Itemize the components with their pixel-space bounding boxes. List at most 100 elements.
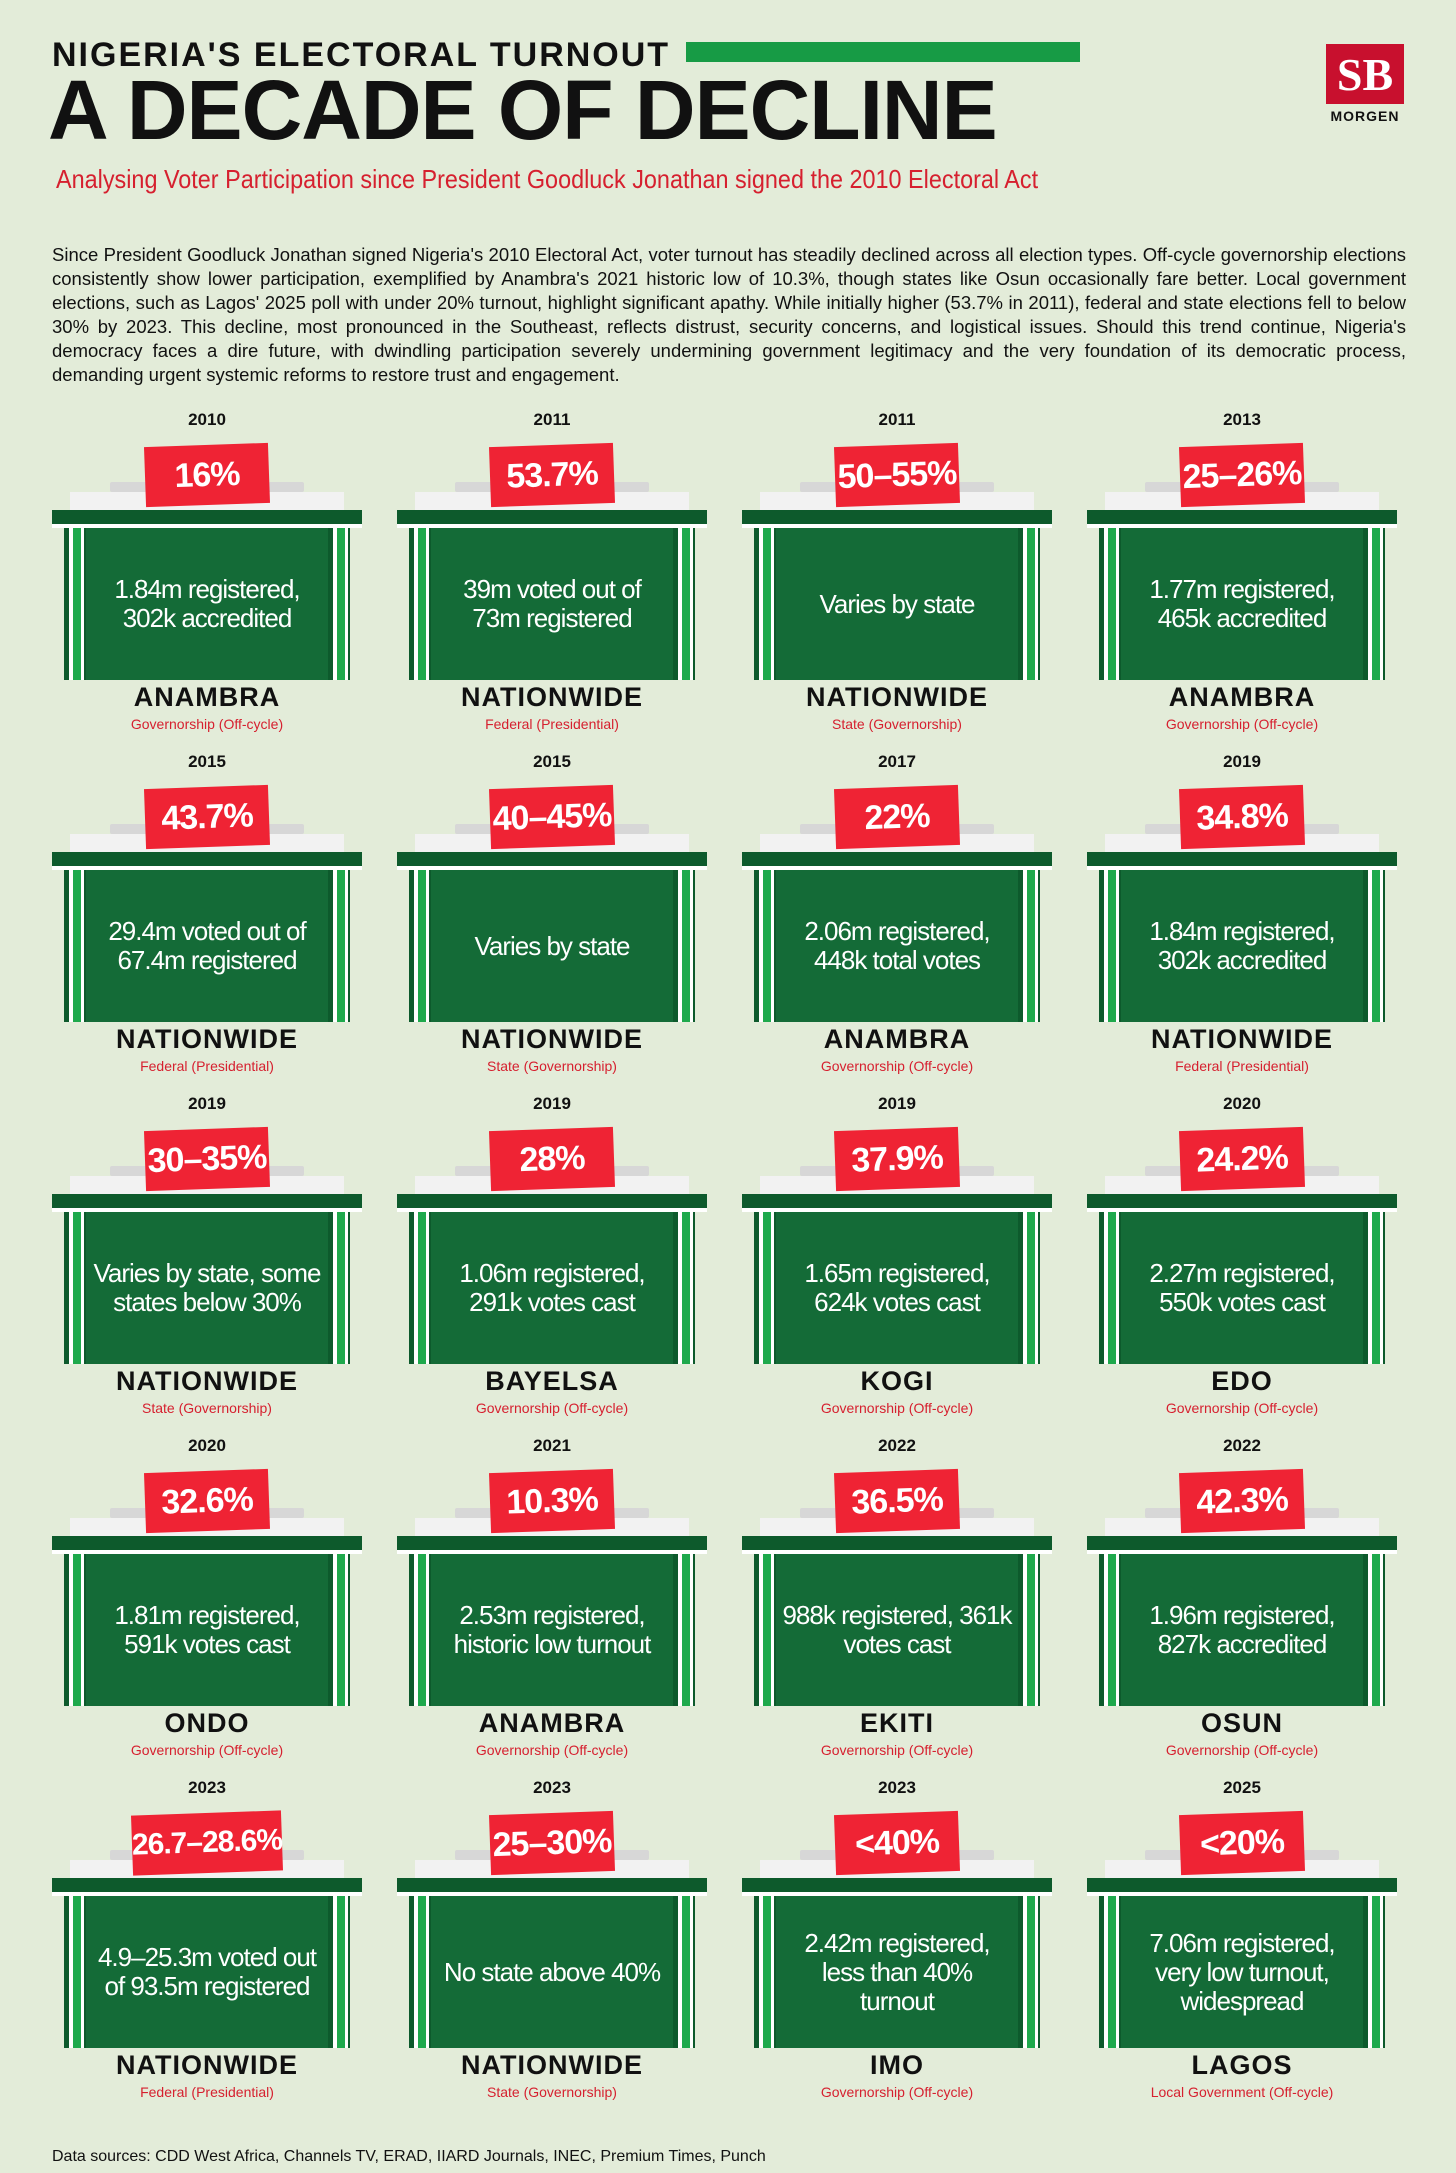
election-year: 2011 (878, 410, 916, 429)
election-type: Governorship (Off-cycle) (130, 716, 284, 732)
ballot-box-card: 2020 24.2% 2.27m registered, 550k votes … (1087, 1094, 1397, 1416)
election-type: Governorship (Off-cycle) (1165, 716, 1319, 732)
turnout-description: Varies by state, some states below 30% (93, 1258, 321, 1317)
box-lid-stripe (742, 1892, 1052, 1896)
box-pillar-right (1363, 1554, 1385, 1706)
box-body (64, 1212, 350, 1364)
region-label: NATIONWIDE (461, 2050, 643, 2080)
region-label: ONDO (164, 1708, 250, 1738)
ballot-box-card: 2015 40–45% Varies by state NATIONWIDE S… (397, 752, 707, 1074)
box-pillar-left (409, 528, 431, 680)
box-lid (397, 852, 707, 866)
election-year: 2015 (188, 752, 226, 771)
turnout-description: No state above 40% (443, 1956, 661, 1987)
box-lid (1087, 1194, 1397, 1208)
box-body (1099, 528, 1385, 680)
region-label: NATIONWIDE (116, 2050, 298, 2080)
box-lid-stripe (1087, 1208, 1397, 1212)
turnout-ballot: 26.7–28.6% (130, 1810, 284, 1876)
region-label: OSUN (1200, 1708, 1283, 1738)
turnout-description: Varies by state (819, 588, 975, 619)
box-pillar-left (754, 1212, 776, 1364)
turnout-description: 2.27m registered, 550k votes cast (1149, 1258, 1335, 1317)
box-lid-stripe (1087, 1550, 1397, 1554)
box-lid (1087, 510, 1397, 524)
turnout-description: 7.06m registered, very low turnout, wide… (1149, 1927, 1335, 2016)
box-lid (52, 1194, 362, 1208)
page-title: A DECADE OF DECLINE (48, 63, 998, 157)
ballot-box-card: 2022 36.5% 988k registered, 361k votes c… (742, 1436, 1052, 1758)
box-body (409, 528, 695, 680)
election-year: 2011 (533, 410, 571, 429)
box-body (64, 1896, 350, 2048)
data-sources: Data sources: CDD West Africa, Channels … (52, 2148, 766, 2165)
turnout-description: 4.9–25.3m voted out of 93.5m registered (97, 1942, 317, 2001)
turnout-ballot: 25–26% (1178, 442, 1306, 508)
election-year: 2019 (188, 1094, 226, 1113)
box-lid (52, 1878, 362, 1892)
region-label: NATIONWIDE (461, 1024, 643, 1054)
box-lid (397, 1536, 707, 1550)
turnout-ballot: <20% (1178, 1810, 1306, 1876)
box-lid (742, 1536, 1052, 1550)
box-pillar-right (1018, 1212, 1040, 1364)
turnout-ballot: 32.6% (143, 1468, 271, 1534)
election-year: 2025 (1223, 1778, 1261, 1797)
box-lid (52, 1536, 362, 1550)
ballot-box-card: 2021 10.3% 2.53m registered, historic lo… (397, 1436, 707, 1758)
box-pillar-right (1363, 870, 1385, 1022)
brand-logo: SB (1326, 44, 1404, 104)
turnout-ballot: 37.9% (833, 1126, 961, 1192)
election-year: 2010 (188, 410, 226, 429)
box-body (409, 1554, 695, 1706)
ballot-box-card: 2019 30–35% Varies by state, some states… (52, 1094, 362, 1416)
turnout-description: 1.84m registered, 302k accredited (1149, 916, 1335, 975)
turnout-ballot: 10.3% (488, 1468, 616, 1534)
box-pillar-left (754, 528, 776, 680)
turnout-description: 1.96m registered, 827k accredited (1149, 1600, 1335, 1659)
box-pillar-right (328, 1212, 350, 1364)
election-year: 2023 (878, 1778, 916, 1797)
box-body (64, 1554, 350, 1706)
election-type: State (Governorship) (832, 716, 962, 732)
turnout-ballot: 36.5% (833, 1468, 961, 1534)
box-lid-stripe (52, 866, 362, 870)
box-lid-stripe (52, 524, 362, 528)
ballot-box-card: 2022 42.3% 1.96m registered, 827k accred… (1087, 1436, 1397, 1758)
ballot-box-card: 2020 32.6% 1.81m registered, 591k votes … (52, 1436, 362, 1758)
box-pillar-right (673, 1554, 695, 1706)
election-year: 2022 (878, 1436, 916, 1455)
turnout-ballot: 25–30% (488, 1810, 616, 1876)
box-pillar-left (1099, 1554, 1121, 1706)
region-label: ANAMBRA (133, 682, 281, 712)
election-type: Local Government (Off-cycle) (1150, 2084, 1334, 2100)
turnout-ballot: 22% (833, 784, 961, 850)
ballot-box-card: 2023 <40% 2.42m registered, less than 40… (742, 1778, 1052, 2100)
turnout-ballot: 28% (488, 1126, 616, 1192)
region-label: NATIONWIDE (1151, 1024, 1333, 1054)
election-type: Governorship (Off-cycle) (130, 1742, 284, 1758)
box-body (1099, 1212, 1385, 1364)
box-lid-stripe (1087, 866, 1397, 870)
box-lid (52, 510, 362, 524)
box-pillar-left (409, 1554, 431, 1706)
box-lid-stripe (1087, 1892, 1397, 1896)
election-year: 2019 (1223, 752, 1261, 771)
election-type: Governorship (Off-cycle) (475, 1742, 629, 1758)
box-lid (397, 1194, 707, 1208)
election-year: 2019 (878, 1094, 916, 1113)
box-body (1099, 1554, 1385, 1706)
turnout-description: 2.42m registered, less than 40% turnout (804, 1927, 990, 2016)
box-lid (397, 510, 707, 524)
box-pillar-right (673, 1896, 695, 2048)
ballot-box-card: 2023 25–30% No state above 40% NATIONWID… (397, 1778, 707, 2100)
box-pillar-right (673, 528, 695, 680)
election-type: Governorship (Off-cycle) (1165, 1400, 1319, 1416)
box-lid-stripe (742, 524, 1052, 528)
election-type: Governorship (Off-cycle) (820, 1400, 974, 1416)
election-type: Governorship (Off-cycle) (820, 1742, 974, 1758)
turnout-ballot: 34.8% (1178, 784, 1306, 850)
ballot-box-card: 2017 22% 2.06m registered, 448k total vo… (742, 752, 1052, 1074)
region-label: EDO (1211, 1366, 1273, 1396)
box-body (754, 1212, 1040, 1364)
